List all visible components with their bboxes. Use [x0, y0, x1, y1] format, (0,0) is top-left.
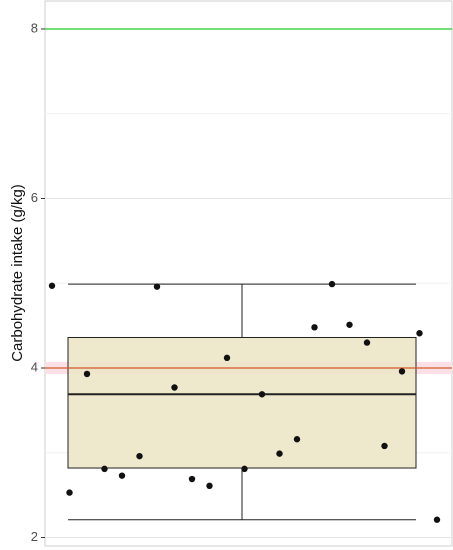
- data-point: [171, 384, 178, 391]
- data-point: [276, 450, 283, 457]
- data-point: [433, 516, 441, 523]
- data-point: [398, 368, 406, 375]
- data-point: [346, 321, 353, 328]
- data-point: [66, 489, 73, 496]
- data-point: [311, 324, 318, 331]
- data-point: [223, 354, 231, 362]
- data-point: [101, 465, 108, 473]
- data-point: [153, 283, 161, 290]
- data-point: [293, 436, 301, 443]
- y-tick-label: 4: [31, 359, 38, 374]
- data-point: [258, 391, 266, 398]
- data-point: [83, 370, 91, 378]
- data-point: [206, 482, 213, 490]
- data-point: [136, 452, 143, 460]
- box: [67, 336, 417, 469]
- y-tick-label: 6: [31, 190, 38, 205]
- y-tick-label: 2: [31, 529, 38, 544]
- y-axis-label: Carbohydrate intake (g/kg): [9, 184, 26, 362]
- data-point: [118, 472, 126, 479]
- data-point: [48, 282, 56, 289]
- data-point: [188, 475, 196, 483]
- data-point: [328, 280, 336, 288]
- data-point: [363, 339, 371, 346]
- data-point: [381, 442, 388, 450]
- data-point: [241, 465, 248, 473]
- y-tick-label: 8: [31, 20, 38, 35]
- data-point: [416, 330, 423, 337]
